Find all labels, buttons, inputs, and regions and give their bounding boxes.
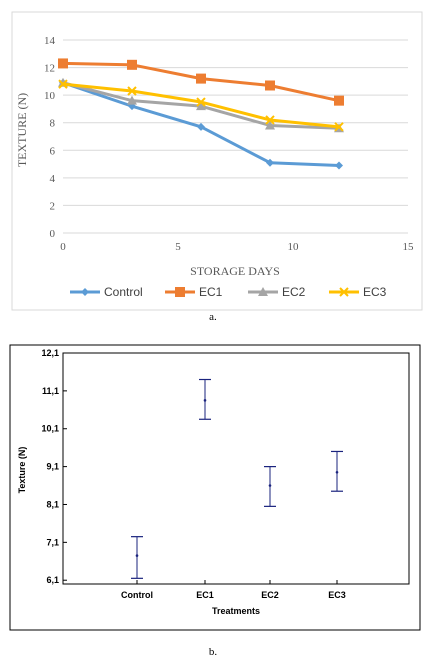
data-point-control — [197, 122, 205, 131]
chart-b-y-tick-label: 12,1 — [41, 348, 59, 358]
chart-b-y-tick-label: 6,1 — [46, 575, 59, 585]
chart-b-y-axis-label: Texture (N) — [17, 447, 27, 494]
error-bar-ec3 — [331, 450, 343, 492]
error-bar-control — [131, 536, 143, 579]
chart-a-y-tick-label: 12 — [44, 63, 55, 75]
chart-a: 0 2 4 6 8 10 12 14 0 5 10 15 TEXTURE (N) STORAGE D… — [11, 11, 423, 311]
chart-a-y-tick-label: 4 — [50, 173, 56, 185]
chart-b-frame — [9, 344, 421, 631]
chart-a-frame — [11, 11, 423, 311]
chart-a-y-axis-label: TEXTURE (N) — [15, 93, 29, 167]
chart-a-x-axis-label: STORAGE DAYS — [190, 264, 280, 278]
legend-label-ec3: EC3 — [363, 285, 387, 299]
error-bar-ec1 — [199, 378, 211, 420]
data-point-ec3 — [265, 115, 275, 125]
chart-b-y-tick-label: 8,1 — [46, 499, 59, 509]
chart-a-y-tick-label: 10 — [44, 90, 56, 102]
data-point-ec2 — [196, 101, 206, 111]
data-point-ec1 — [265, 80, 275, 91]
chart-b-y-tick-label: 9,1 — [46, 462, 59, 472]
mean-point — [268, 484, 272, 487]
data-point-ec1 — [58, 58, 68, 69]
data-point-ec1 — [334, 95, 344, 106]
legend-marker-control — [81, 288, 89, 296]
chart-b-y-tick-label: 7,1 — [46, 537, 59, 547]
chart-a-y-tick-label: 0 — [50, 228, 56, 240]
chart-a-x-tick-label: 5 — [175, 241, 181, 253]
data-point-ec2 — [265, 120, 275, 130]
chart-b-x-tick-label: EC3 — [328, 590, 346, 600]
chart-a-y-tick-label: 2 — [50, 200, 56, 212]
caption-b: b. — [209, 646, 218, 658]
data-point-ec1 — [196, 73, 206, 84]
chart-b-x-tick-label: Control — [121, 590, 153, 600]
chart-b-y-tick-label: 10,1 — [41, 424, 59, 434]
legend-label-ec2: EC2 — [282, 285, 306, 299]
legend-marker-ec1 — [175, 287, 185, 297]
chart-b: 6,1 7,1 8,1 9,1 10,1 11,1 12,1 Control EC1 EC2 EC… — [9, 344, 421, 631]
chart-a-y-tick-label: 6 — [50, 145, 56, 157]
mean-point — [335, 470, 339, 474]
chart-b-plot-area — [62, 352, 410, 585]
data-point-ec3 — [127, 86, 137, 96]
chart-a-x-tick-label: 15 — [403, 241, 415, 253]
chart-a-x-tick-label: 10 — [288, 241, 300, 253]
chart-b-x-tick-label: EC2 — [261, 590, 279, 600]
data-point-ec1 — [127, 59, 137, 70]
legend-marker-ec2 — [258, 287, 268, 296]
mean-point — [203, 399, 207, 402]
chart-b-x-axis-label: Treatments — [212, 606, 260, 616]
chart-b-y-tick-label: 11,1 — [42, 386, 59, 396]
data-point-ec3 — [58, 79, 68, 89]
error-bar-ec2 — [264, 466, 276, 507]
data-point-ec2 — [127, 95, 137, 105]
data-point-control — [335, 161, 343, 170]
chart-a-x-tick-label: 0 — [60, 241, 66, 253]
data-point-control — [266, 158, 274, 167]
chart-b-x-tick-label: EC1 — [196, 590, 214, 600]
legend-label-ec1: EC1 — [199, 285, 223, 299]
legend-marker-ec3 — [339, 287, 349, 297]
data-point-ec3 — [334, 122, 344, 132]
legend-label-control: Control — [104, 285, 143, 299]
caption-a: a. — [209, 311, 217, 323]
chart-a-y-tick-label: 14 — [44, 35, 56, 47]
mean-point — [135, 554, 139, 557]
data-point-ec3 — [196, 97, 206, 107]
chart-a-y-tick-label: 8 — [50, 118, 56, 130]
